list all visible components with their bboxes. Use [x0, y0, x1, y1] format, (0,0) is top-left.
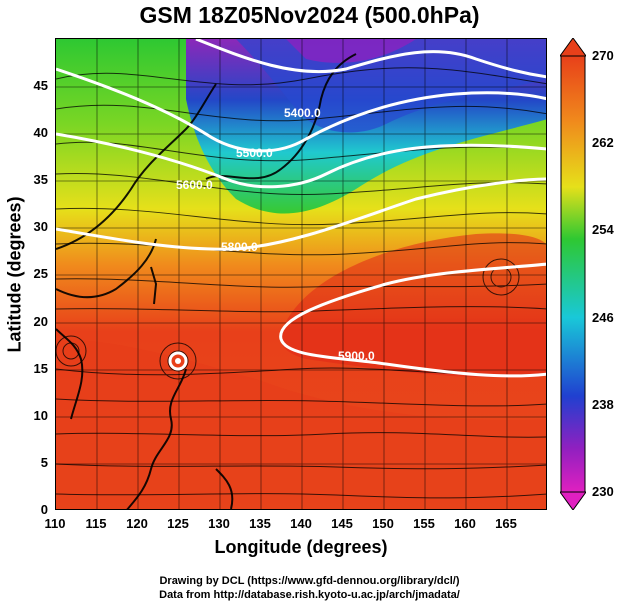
y-tick-label: 0 [40, 502, 48, 517]
typhoon-marker-icon [168, 351, 188, 371]
y-tick-label: 45 [33, 78, 48, 93]
colorbar-tick-label: 246 [592, 310, 614, 325]
x-tick-label: 160 [454, 516, 476, 531]
credit-line-data: Data from http://database.rish.kyoto-u.a… [159, 589, 460, 601]
colorbar [560, 38, 586, 510]
contour-label-5400: 5400.0 [284, 106, 321, 120]
x-tick-label: 110 [44, 516, 66, 531]
colorbar-tick-label: 254 [592, 222, 614, 237]
x-tick-label: 130 [208, 516, 230, 531]
colorbar-tick-label: 230 [592, 484, 614, 499]
y-axis-label: Latitude (degrees) [4, 196, 25, 353]
contour-label-5600: 5600.0 [176, 178, 213, 192]
y-tick-label: 25 [33, 266, 48, 281]
colorbar-tick-label: 238 [592, 397, 614, 412]
x-tick-label: 115 [85, 516, 107, 531]
x-tick-label: 140 [290, 516, 312, 531]
y-tick-label: 5 [40, 455, 48, 470]
contour-label-5800: 5800.0 [221, 240, 258, 254]
x-axis-label: Longitude (degrees) [214, 537, 388, 557]
colorbar-tick-label: 262 [592, 135, 614, 150]
map-plot: 5400.0 5500.0 5600.0 5800.0 5900.0 [55, 38, 547, 510]
y-tick-label: 10 [33, 408, 48, 423]
y-tick-label: 30 [33, 219, 48, 234]
y-tick-label: 20 [33, 314, 48, 329]
credit-line-dcl: Drawing by DCL (https://www.gfd-dennou.o… [159, 575, 460, 587]
x-tick-label: 145 [331, 516, 353, 531]
x-tick-label: 150 [372, 516, 394, 531]
x-tick-label: 155 [413, 516, 435, 531]
map-field: 5400.0 5500.0 5600.0 5800.0 5900.0 [56, 39, 546, 509]
x-tick-label: 165 [495, 516, 517, 531]
contour-label-5500: 5500.0 [236, 146, 273, 160]
contour-label-5900: 5900.0 [338, 349, 375, 363]
x-tick-label: 120 [126, 516, 148, 531]
colorbar-tick-label: 270 [592, 48, 614, 63]
chart-title: GSM 18Z05Nov2024 (500.0hPa) [139, 2, 480, 28]
x-tick-label: 125 [167, 516, 189, 531]
y-tick-label: 35 [33, 172, 48, 187]
y-tick-label: 15 [33, 361, 48, 376]
y-tick-label: 40 [33, 125, 48, 140]
x-tick-label: 135 [249, 516, 271, 531]
